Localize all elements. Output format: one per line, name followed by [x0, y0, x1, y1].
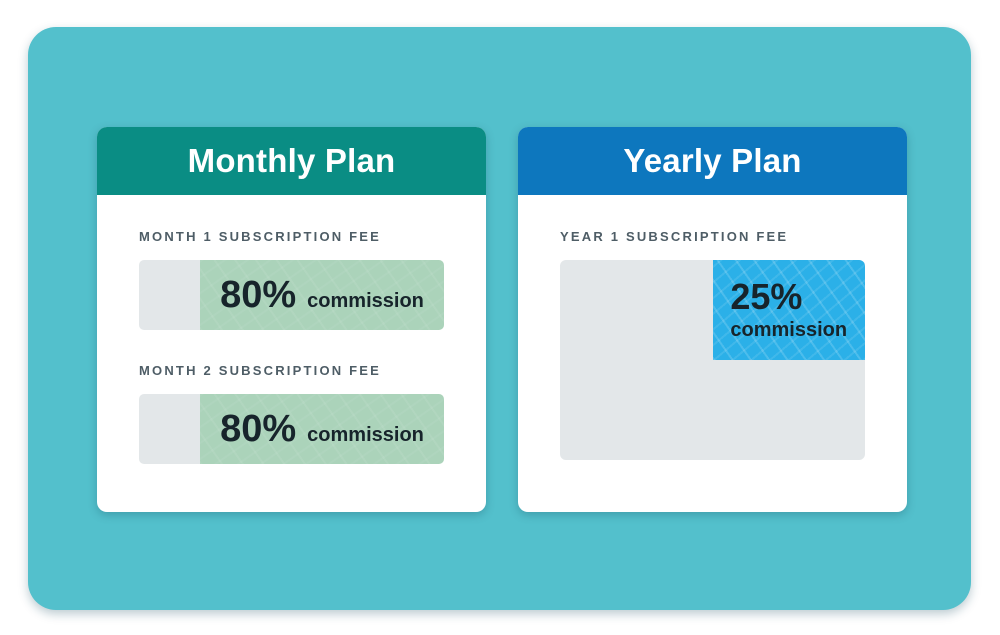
commission-unit-label: commission: [730, 318, 848, 341]
commission-unit-label: commission: [307, 289, 424, 312]
year-1-section: YEAR 1 SUBSCRIPTION FEE 25% commission: [560, 229, 865, 460]
bar-fill-segment: 80% commission: [200, 394, 444, 464]
yearly-plan-header: Yearly Plan: [518, 127, 907, 195]
monthly-plan-body: MONTH 1 SUBSCRIPTION FEE 80% commission …: [97, 195, 486, 512]
yearly-plan-card: Yearly Plan YEAR 1 SUBSCRIPTION FEE 25% …: [518, 127, 907, 512]
month-1-fee-label: MONTH 1 SUBSCRIPTION FEE: [139, 229, 382, 244]
teal-panel: Monthly Plan MONTH 1 SUBSCRIPTION FEE 80…: [28, 27, 971, 610]
month-2-section: MONTH 2 SUBSCRIPTION FEE 80% commission: [139, 363, 444, 464]
yearly-plan-title: Yearly Plan: [623, 142, 802, 179]
month-2-commission-bar: 80% commission: [139, 394, 444, 464]
plan-cards-row: Monthly Plan MONTH 1 SUBSCRIPTION FEE 80…: [97, 127, 907, 512]
monthly-plan-card: Monthly Plan MONTH 1 SUBSCRIPTION FEE 80…: [97, 127, 486, 512]
commission-value: 25%: [730, 275, 803, 317]
commission-unit-label: commission: [307, 423, 424, 446]
commission-text: 80% commission: [220, 408, 424, 451]
yearly-plan-body: YEAR 1 SUBSCRIPTION FEE 25% commission: [518, 195, 907, 512]
commission-value: 80%: [220, 273, 297, 316]
area-fill-segment: 25% commission: [712, 260, 865, 360]
monthly-plan-title: Monthly Plan: [187, 142, 396, 179]
commission-text: 80% commission: [220, 274, 424, 317]
monthly-plan-header: Monthly Plan: [97, 127, 486, 195]
year-1-fee-label: YEAR 1 SUBSCRIPTION FEE: [560, 229, 789, 244]
bar-empty-segment: [139, 394, 200, 464]
commission-value: 80%: [220, 407, 297, 450]
month-1-section: MONTH 1 SUBSCRIPTION FEE 80% commission: [139, 229, 444, 330]
month-2-fee-label: MONTH 2 SUBSCRIPTION FEE: [139, 363, 382, 378]
commission-text: 25% commission: [730, 275, 848, 342]
month-1-commission-bar: 80% commission: [139, 260, 444, 330]
year-1-fee-area: 25% commission: [560, 260, 865, 460]
bar-empty-segment: [139, 260, 200, 330]
bar-fill-segment: 80% commission: [200, 260, 444, 330]
